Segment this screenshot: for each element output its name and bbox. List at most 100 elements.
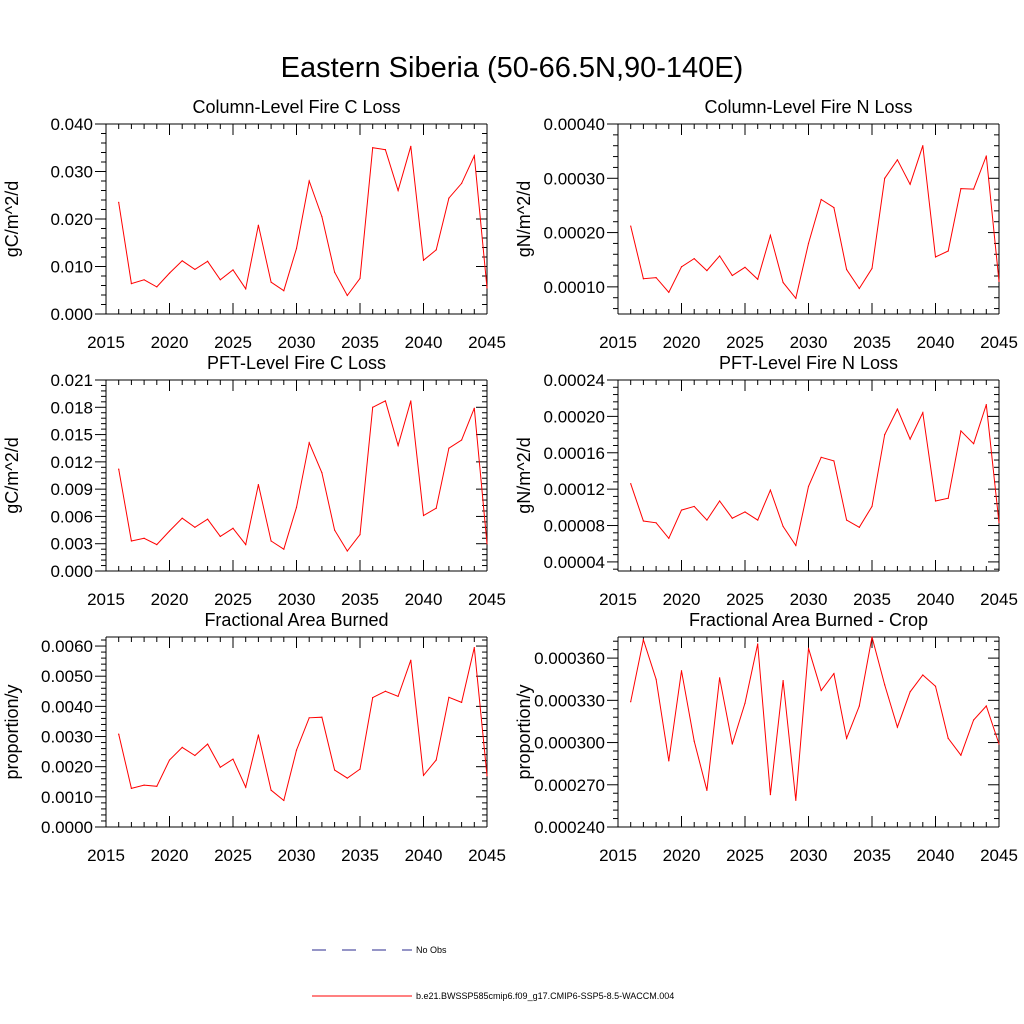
data-point — [334, 529, 336, 531]
y-tick-label: 0.000360 — [534, 649, 605, 668]
x-tick-label: 2020 — [663, 333, 701, 352]
data-point — [973, 719, 975, 721]
main-title: Eastern Siberia (50-66.5N,90-140E) — [281, 52, 744, 84]
x-tick-label: 2035 — [341, 333, 379, 352]
y-tick-label: 0.00040 — [544, 115, 605, 134]
data-point — [846, 268, 848, 271]
y-tick-label: 0.00020 — [544, 224, 605, 243]
legend-model-label: b.e21.BWSSP585cmip6.f09_g17.CMIP6-SSP5-8… — [416, 991, 674, 1001]
y-axis-label: proportion/y — [514, 684, 534, 779]
data-point — [998, 743, 1000, 745]
x-tick-label: 2015 — [87, 590, 125, 609]
data-point — [473, 407, 475, 409]
data-point — [858, 526, 860, 528]
y-tick-label: 0.0010 — [41, 788, 93, 807]
data-point — [820, 198, 822, 201]
y-tick-label: 0.00024 — [544, 371, 605, 390]
data-point — [668, 760, 670, 762]
data-point — [207, 260, 209, 262]
data-point — [181, 746, 183, 748]
data-point — [283, 799, 285, 802]
data-point — [680, 670, 683, 672]
data-point — [384, 400, 386, 402]
panel-6: Fractional Area Burned - Crop 2015 2020 202… — [514, 610, 1018, 865]
x-tick-label: 2045 — [980, 333, 1018, 352]
y-tick-label: 0.000 — [50, 305, 93, 324]
data-point — [143, 784, 145, 786]
x-tick-label: 2045 — [980, 590, 1018, 609]
x-tick-label: 2045 — [980, 846, 1018, 865]
legend: No Obs b.e21.BWSSP585cmip6.f09_g17.CMIP6… — [312, 945, 674, 1001]
panel-title: Column-Level Fire C Loss — [192, 97, 400, 117]
y-axis-label: gC/m^2/d — [2, 437, 22, 513]
x-tick-label: 2025 — [726, 333, 764, 352]
data-point — [655, 678, 657, 680]
panel-title: PFT-Level Fire C Loss — [207, 353, 386, 373]
data-point — [308, 180, 310, 182]
data-point — [486, 775, 488, 777]
y-axis-label: proportion/y — [2, 684, 22, 779]
data-point — [410, 659, 412, 661]
data-point — [295, 749, 298, 751]
data-point — [719, 500, 721, 502]
data-point — [435, 249, 437, 251]
data-point — [922, 674, 924, 676]
data-point — [973, 188, 975, 190]
data-point — [782, 680, 784, 682]
x-tick-label: 2015 — [599, 590, 637, 609]
data-point — [846, 737, 848, 739]
data-point — [473, 646, 475, 649]
data-point — [334, 769, 336, 771]
data-point — [270, 540, 272, 542]
data-point — [909, 691, 911, 693]
y-tick-label: 0.030 — [50, 163, 93, 182]
x-tick-label: 2020 — [151, 846, 189, 865]
y-tick-label: 0.000330 — [534, 691, 605, 710]
x-tick-label: 2020 — [663, 846, 701, 865]
data-point — [731, 274, 733, 277]
x-tick-label: 2040 — [405, 590, 443, 609]
x-tick-label: 2035 — [853, 590, 891, 609]
data-point — [461, 439, 463, 441]
data-point — [308, 442, 310, 444]
data-point — [384, 690, 386, 692]
data-point — [871, 267, 873, 269]
data-point — [871, 505, 873, 508]
x-tick-label: 2040 — [405, 846, 443, 865]
data-point — [896, 159, 899, 161]
y-tick-label: 0.0040 — [41, 697, 93, 716]
x-tick-label: 2025 — [214, 333, 252, 352]
data-point — [448, 696, 450, 698]
x-tick-label: 2045 — [468, 590, 506, 609]
data-point — [922, 145, 924, 147]
data-point — [435, 507, 437, 509]
data-point — [397, 695, 399, 698]
data-point — [245, 288, 247, 290]
data-point — [346, 777, 348, 779]
x-tick-label: 2030 — [790, 590, 828, 609]
data-point — [947, 497, 949, 499]
data-point — [194, 526, 196, 528]
data-point — [960, 754, 962, 756]
y-tick-label: 0.0060 — [41, 637, 93, 656]
data-point — [321, 472, 323, 474]
x-tick-label: 2015 — [599, 846, 637, 865]
data-point — [947, 250, 949, 252]
data-point — [435, 759, 437, 761]
data-point — [207, 518, 209, 520]
data-point — [473, 155, 475, 157]
data-point — [858, 287, 860, 290]
data-point — [782, 281, 784, 284]
data-point — [630, 483, 632, 485]
data-point — [668, 537, 670, 539]
data-point — [397, 189, 399, 192]
series-line — [118, 647, 488, 802]
x-tick-label: 2035 — [341, 590, 379, 609]
y-axis-label: gC/m^2/d — [2, 181, 22, 257]
data-point — [422, 774, 425, 777]
data-point — [960, 188, 962, 190]
x-tick-label: 2015 — [599, 333, 637, 352]
y-tick-label: 0.040 — [50, 115, 93, 134]
data-point — [706, 519, 708, 521]
data-point — [896, 726, 899, 728]
